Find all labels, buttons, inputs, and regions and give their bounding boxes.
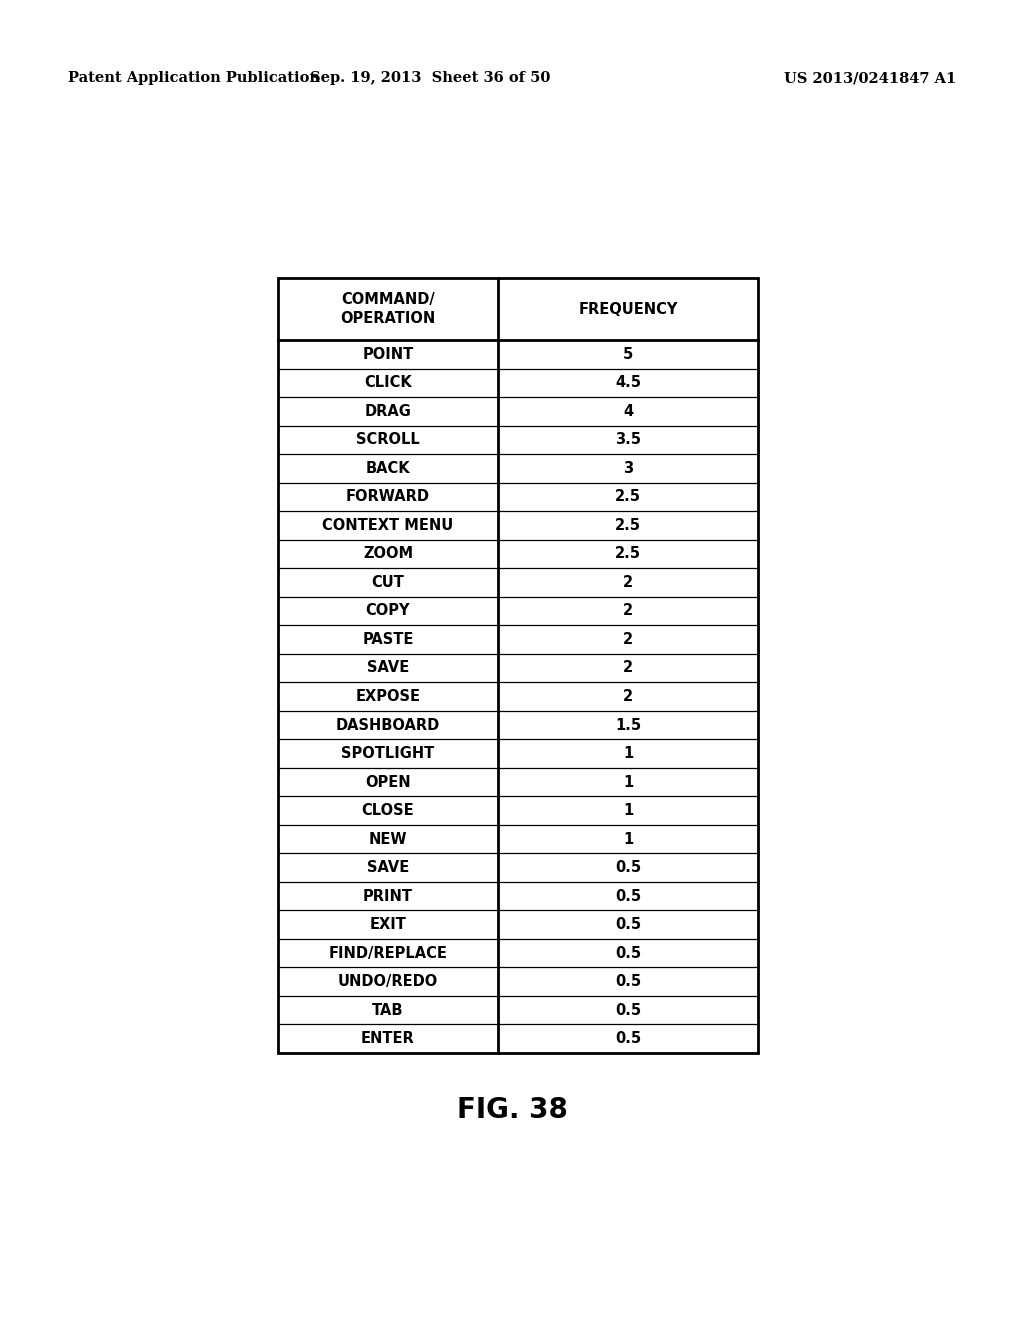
Text: FIND/REPLACE: FIND/REPLACE [329,945,447,961]
Text: CLOSE: CLOSE [361,803,415,818]
Text: SPOTLIGHT: SPOTLIGHT [341,746,434,762]
Text: 0.5: 0.5 [615,1003,641,1018]
Text: 5: 5 [623,347,633,362]
Text: Patent Application Publication: Patent Application Publication [68,71,319,84]
Text: 0.5: 0.5 [615,888,641,904]
Text: 2: 2 [623,632,633,647]
Text: FREQUENCY: FREQUENCY [579,301,678,317]
Text: FIG. 38: FIG. 38 [457,1096,567,1125]
Text: SAVE: SAVE [367,660,410,676]
Text: SCROLL: SCROLL [356,433,420,447]
Text: 2: 2 [623,576,633,590]
Text: DASHBOARD: DASHBOARD [336,718,440,733]
Text: CONTEXT MENU: CONTEXT MENU [323,517,454,533]
Text: 2: 2 [623,603,633,619]
Text: 1: 1 [623,832,633,846]
Text: 0.5: 0.5 [615,1031,641,1047]
Text: ENTER: ENTER [361,1031,415,1047]
Text: US 2013/0241847 A1: US 2013/0241847 A1 [783,71,956,84]
Text: COPY: COPY [366,603,411,619]
Text: 1: 1 [623,746,633,762]
Text: NEW: NEW [369,832,408,846]
Text: 2: 2 [623,689,633,704]
Text: EXPOSE: EXPOSE [355,689,421,704]
Text: UNDO/REDO: UNDO/REDO [338,974,438,989]
Text: Sep. 19, 2013  Sheet 36 of 50: Sep. 19, 2013 Sheet 36 of 50 [310,71,550,84]
Text: 4: 4 [623,404,633,418]
Text: POINT: POINT [362,347,414,362]
Text: COMMAND/
OPERATION: COMMAND/ OPERATION [340,292,435,326]
Text: 4.5: 4.5 [615,375,641,391]
Text: CLICK: CLICK [365,375,412,391]
Text: 0.5: 0.5 [615,917,641,932]
Text: BACK: BACK [366,461,411,475]
Text: PRINT: PRINT [362,888,413,904]
Text: SAVE: SAVE [367,861,410,875]
Text: 3.5: 3.5 [615,433,641,447]
Text: EXIT: EXIT [370,917,407,932]
Text: 0.5: 0.5 [615,861,641,875]
Text: ZOOM: ZOOM [362,546,413,561]
Text: DRAG: DRAG [365,404,412,418]
Text: 0.5: 0.5 [615,974,641,989]
Text: 2: 2 [623,660,633,676]
Text: CUT: CUT [372,576,404,590]
Text: 2.5: 2.5 [615,546,641,561]
Text: 0.5: 0.5 [615,945,641,961]
Text: 2.5: 2.5 [615,517,641,533]
Text: OPEN: OPEN [366,775,411,789]
Text: FORWARD: FORWARD [346,490,430,504]
Text: 1: 1 [623,775,633,789]
Text: 3: 3 [623,461,633,475]
Text: 1: 1 [623,803,633,818]
Text: TAB: TAB [373,1003,403,1018]
Text: 2.5: 2.5 [615,490,641,504]
Text: PASTE: PASTE [362,632,414,647]
Text: 1.5: 1.5 [615,718,641,733]
